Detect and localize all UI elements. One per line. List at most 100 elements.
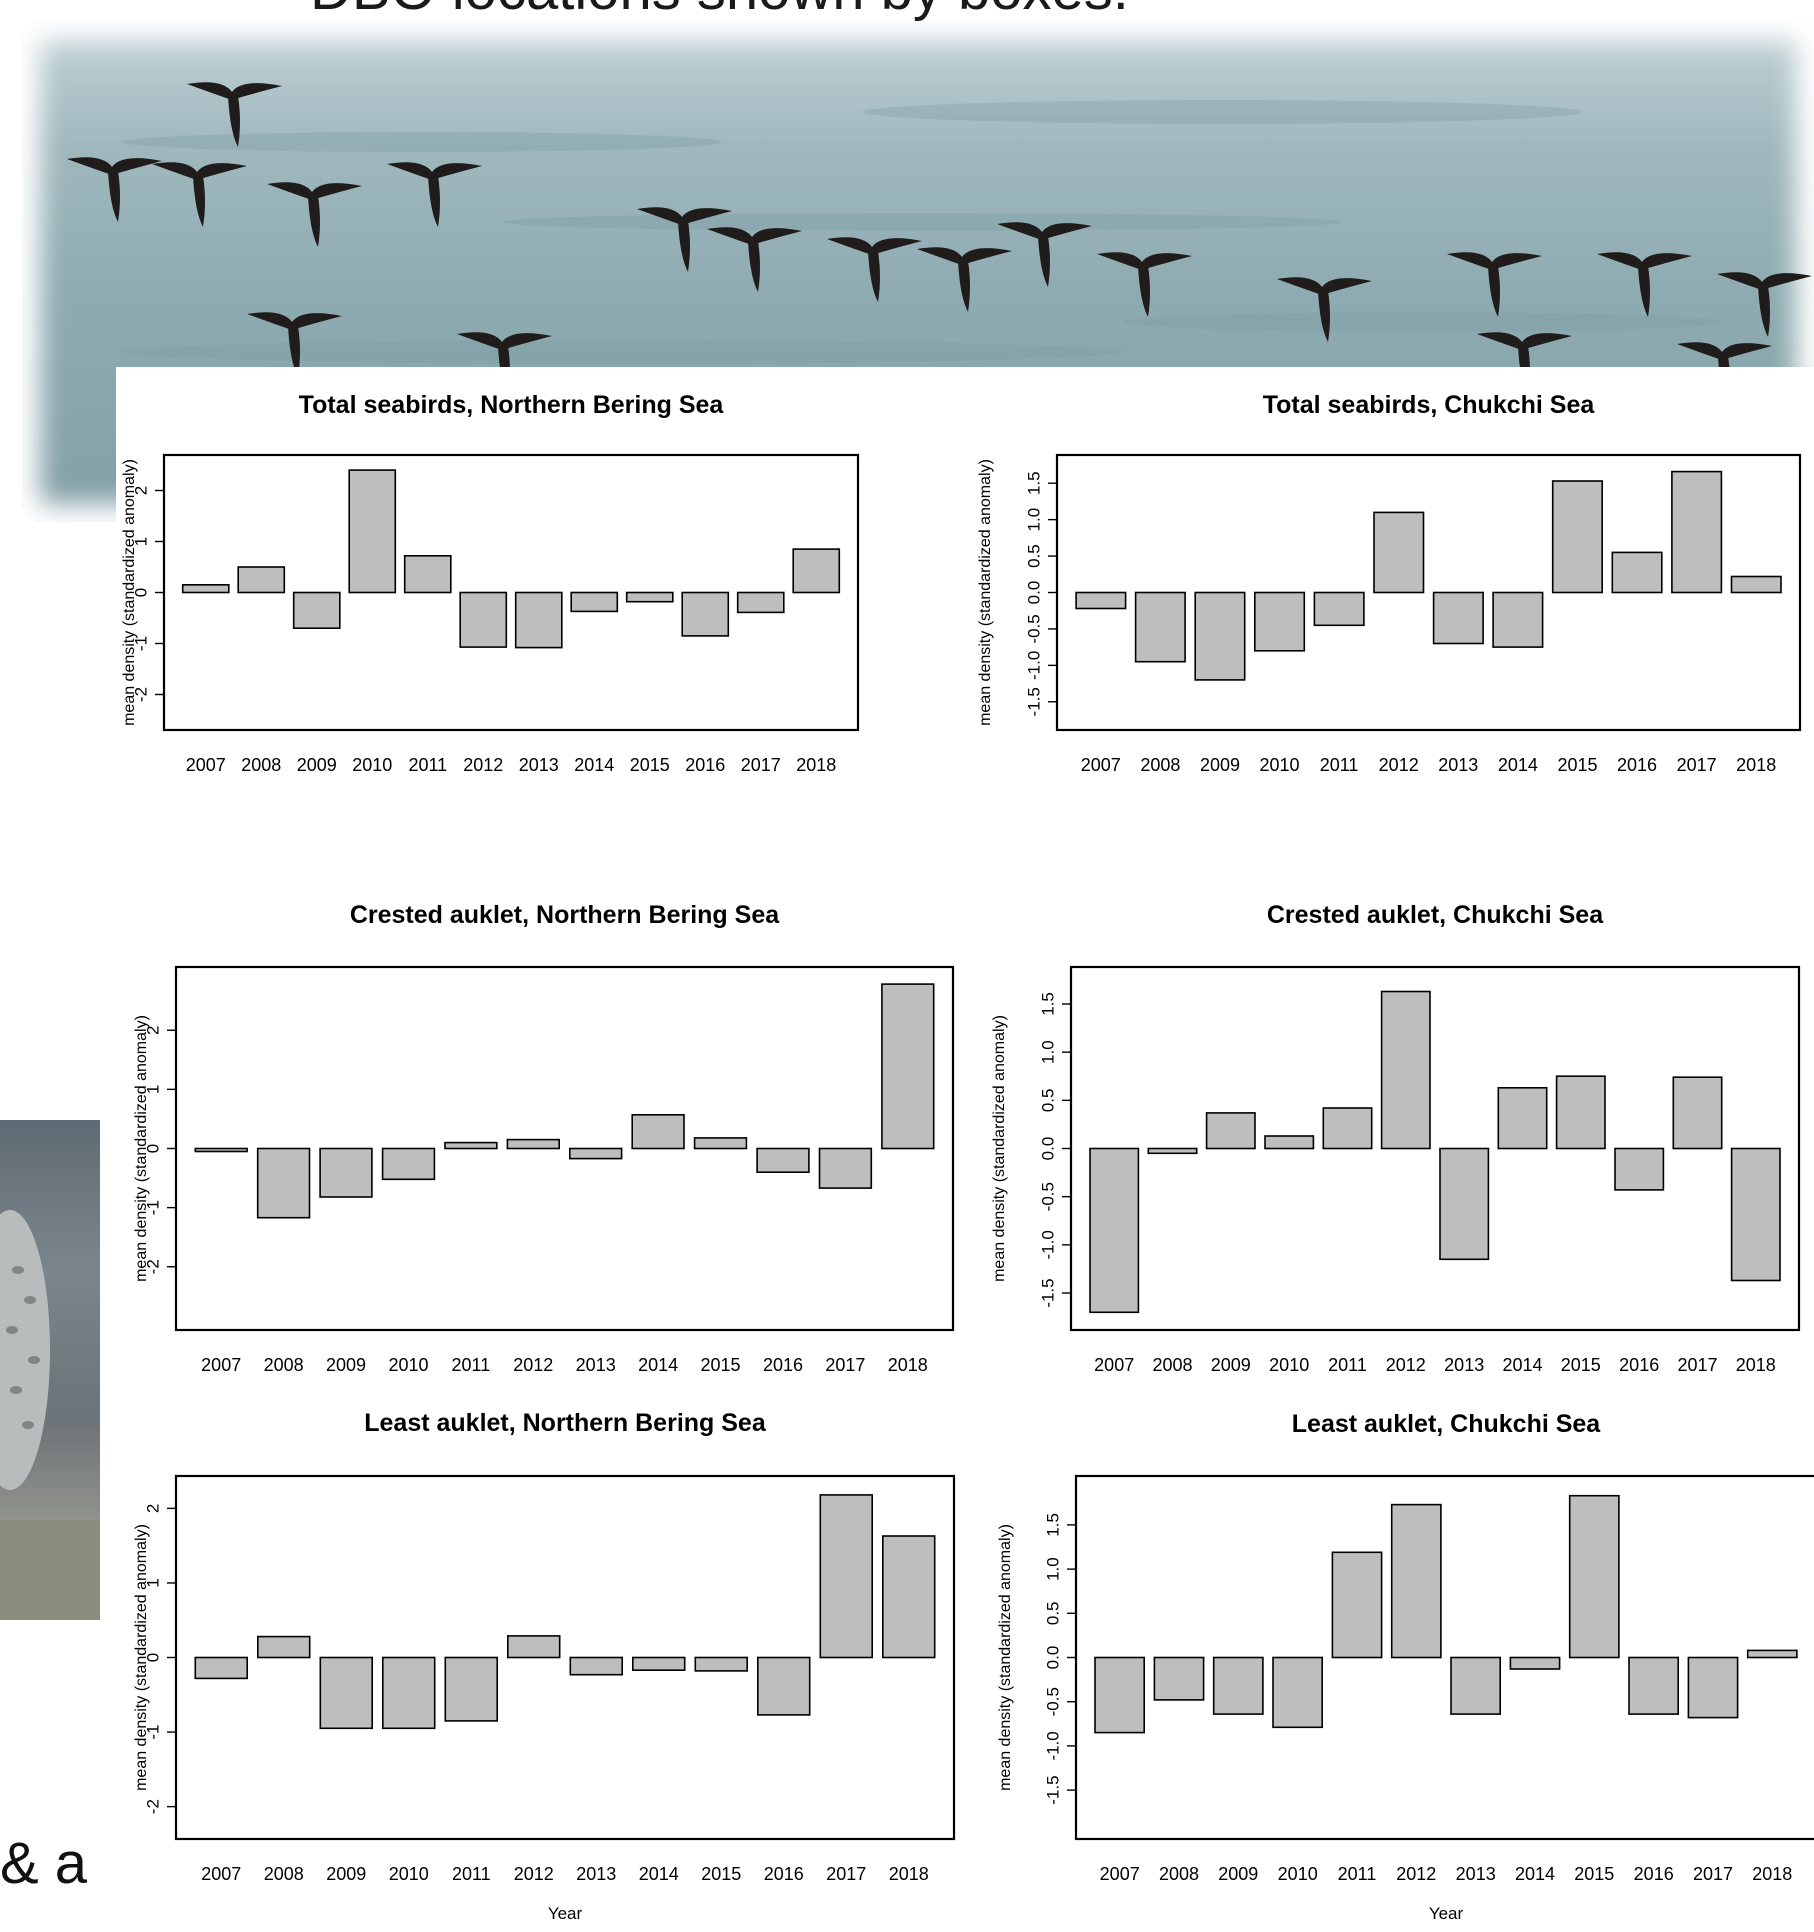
bar-chart-1: Total seabirds, Northern Bering Sea 2007 2… (121, 391, 860, 775)
bird-silhouette (67, 157, 162, 175)
x-tick-label: 2011 (452, 1864, 491, 1884)
y-tick-label: 0.5 (1024, 544, 1043, 568)
bird-silhouette (917, 247, 1012, 265)
bird-wing (1038, 236, 1050, 287)
bar-2017 (818, 1147, 873, 1189)
bar-2013 (568, 1147, 623, 1160)
x-tick-label: 2015 (701, 1864, 741, 1884)
bar-2013 (1432, 591, 1484, 645)
bar-2007 (1094, 1656, 1146, 1734)
bar-2010 (381, 1656, 436, 1730)
bird-wing (1758, 286, 1770, 337)
bar-2014 (570, 591, 619, 613)
bar-2008 (237, 566, 286, 594)
x-tick-label: 2014 (574, 755, 614, 775)
x-tick-label: 2007 (1094, 1355, 1134, 1375)
bar-2011 (1331, 1551, 1383, 1659)
bar-2010 (1264, 1135, 1315, 1150)
bird-wing (1138, 266, 1150, 317)
chart-title: Crested auklet, Chukchi Sea (1267, 901, 1604, 929)
x-tick-label: 2014 (1502, 1355, 1542, 1375)
x-tick-label: 2007 (186, 755, 226, 775)
bar-2008 (1147, 1147, 1198, 1155)
chart-title: Least auklet, Northern Bering Sea (364, 1409, 767, 1437)
bar-2009 (1212, 1656, 1264, 1715)
bar-2016 (1628, 1656, 1680, 1715)
x-tick-label: 2012 (513, 1355, 553, 1375)
bar-2016 (756, 1147, 810, 1174)
x-tick-label: 2009 (1200, 755, 1240, 775)
x-tick-label: 2017 (1677, 1355, 1717, 1375)
bar-2012 (1380, 990, 1431, 1150)
x-tick-label: 2011 (408, 755, 447, 775)
bar-2015 (1568, 1494, 1620, 1659)
x-tick-label: 2016 (1617, 755, 1657, 775)
x-tick-label: 2014 (1515, 1864, 1555, 1884)
x-tick-label: 2013 (519, 755, 559, 775)
x-tick-label: 2015 (1557, 755, 1597, 775)
bird-silhouette (1277, 277, 1372, 295)
x-tick-label: 2014 (639, 1864, 679, 1884)
x-tick-label: 2009 (326, 1355, 366, 1375)
bar-2008 (256, 1147, 311, 1219)
x-tick-label: 2012 (1396, 1864, 1436, 1884)
y-tick-label: -2 (143, 1799, 162, 1814)
bar-2015 (1551, 480, 1603, 594)
bar-2011 (1322, 1107, 1373, 1150)
y-tick-label: -0.5 (1024, 614, 1043, 643)
y-axis-label: mean density (standardized anomaly) (133, 1015, 150, 1282)
chart-title: Total seabirds, Chukchi Sea (1263, 391, 1596, 419)
x-tick-label: 2010 (1269, 1355, 1309, 1375)
x-tick-label: 2017 (825, 1355, 865, 1375)
y-tick-label: -1.0 (1038, 1230, 1057, 1259)
x-tick-label: 2010 (1278, 1864, 1318, 1884)
x-tick-label: 2007 (1100, 1864, 1140, 1884)
x-tick-label: 2008 (264, 1864, 304, 1884)
bar-2009 (319, 1147, 373, 1198)
bar-2018 (1730, 1147, 1781, 1282)
bar-2013 (569, 1656, 623, 1676)
y-tick-label: 2 (143, 1025, 162, 1034)
chart-title: Crested auklet, Northern Bering Sea (350, 901, 780, 929)
bar-2008 (257, 1635, 311, 1659)
y-axis-label: mean density (standardized anomaly) (121, 459, 138, 726)
bar-2013 (514, 591, 563, 649)
y-tick-label: 0.0 (1043, 1646, 1062, 1670)
bird-silhouette (457, 332, 552, 350)
bar-2012 (1373, 511, 1425, 594)
bar-2015 (693, 1137, 748, 1150)
y-tick-label: -2 (143, 1259, 162, 1274)
x-tick-label: 2011 (1328, 1355, 1367, 1375)
x-tick-label: 2013 (1438, 755, 1478, 775)
bar-chart-2: Total seabirds, Chukchi Sea 2007 2008 2009 2… (977, 391, 1802, 775)
bar-2009 (1194, 591, 1246, 681)
x-tick-label: 2011 (1338, 1864, 1377, 1884)
bird-silhouette (387, 162, 482, 180)
x-tick-label: 2007 (1081, 755, 1121, 775)
bar-2014 (1497, 1086, 1548, 1150)
y-tick-label: 0 (143, 1653, 162, 1662)
y-tick-label: -1.0 (1024, 651, 1043, 680)
bar-chart-6: Least auklet, Chukchi Sea 2007 2008 2009 201… (997, 1410, 1814, 1923)
bar-charts-grid: Total seabirds, Northern Bering Sea 2007 2… (121, 391, 1814, 1923)
bar-2015 (694, 1656, 748, 1672)
y-tick-label: -1 (131, 636, 150, 651)
x-tick-label: 2011 (452, 1355, 491, 1375)
bird-silhouette (187, 82, 282, 100)
bar-2018 (792, 548, 841, 594)
bar-2015 (1555, 1075, 1606, 1150)
bird-wing (308, 196, 320, 247)
bar-2009 (292, 591, 341, 630)
x-tick-label: 2011 (1320, 755, 1359, 775)
y-tick-label: 0.5 (1038, 1089, 1057, 1113)
y-axis-label: mean density (standardized anomaly) (991, 1015, 1008, 1282)
x-tick-label: 2009 (297, 755, 337, 775)
bird-silhouette (707, 227, 802, 245)
bar-2018 (881, 983, 935, 1150)
x-tick-label: 2015 (630, 755, 670, 775)
bar-2007 (181, 584, 230, 594)
x-tick-label: 2014 (1498, 755, 1538, 775)
bar-2010 (1254, 591, 1306, 652)
bar-2015 (625, 591, 674, 603)
bar-2016 (1611, 551, 1663, 594)
